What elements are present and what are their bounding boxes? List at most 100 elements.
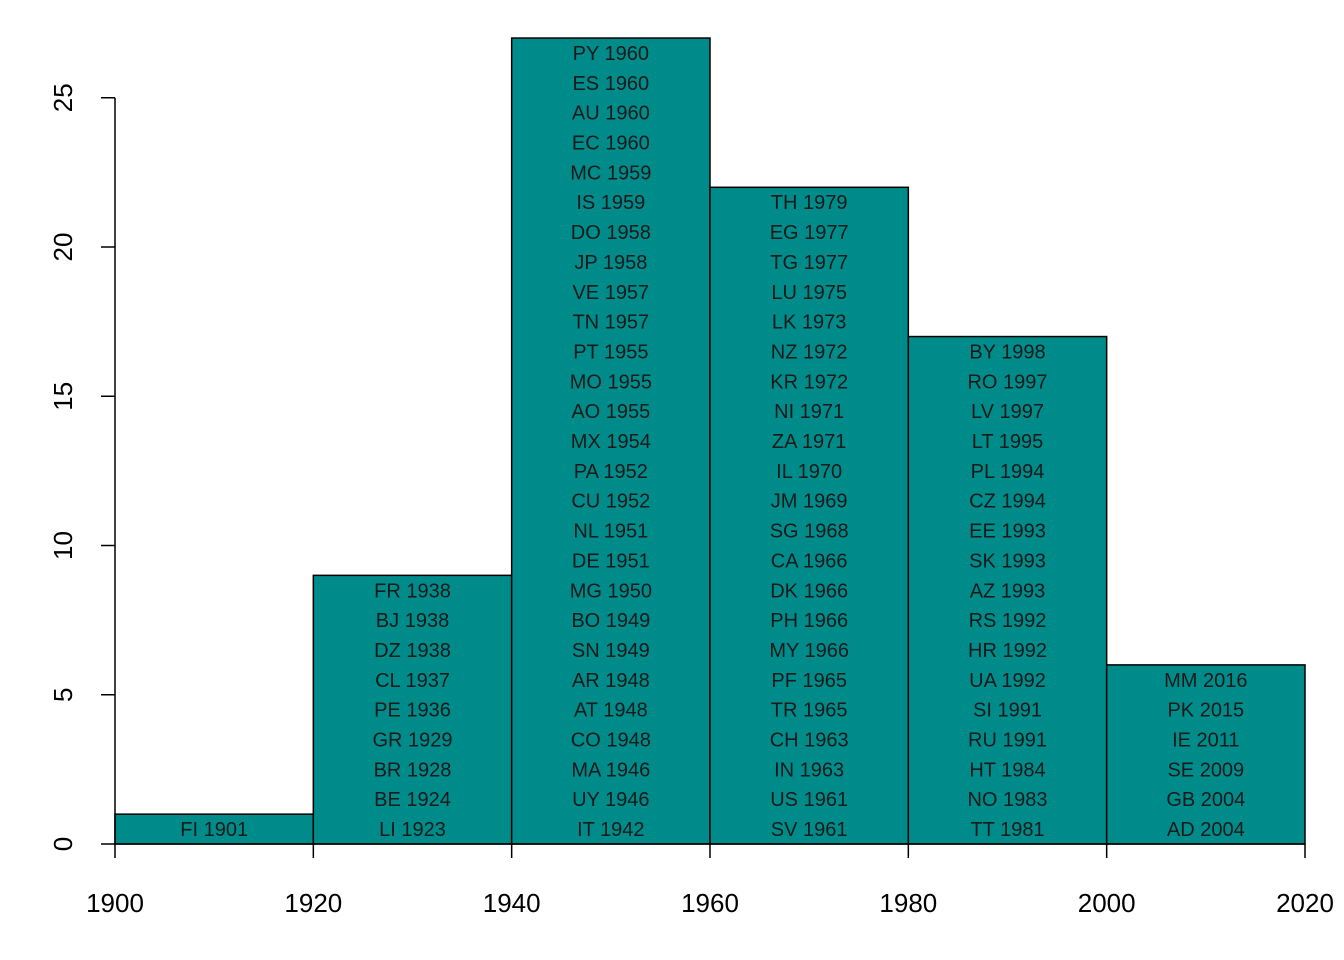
bar-label-item: MC 1959	[570, 162, 651, 184]
x-tick-label: 1980	[879, 888, 937, 918]
bar-label-item: FR 1938	[374, 580, 451, 602]
bar-label-item: PA 1952	[574, 461, 648, 483]
bar-label-item: MX 1954	[571, 431, 651, 453]
bar-label-item: LV 1997	[971, 401, 1044, 423]
bar-label-item: CZ 1994	[969, 491, 1046, 513]
bar-label-item: BY 1998	[969, 341, 1045, 363]
bar-2000	[1105, 664, 1306, 845]
bar-label-item: MY 1966	[769, 640, 849, 662]
bar-label-item: NL 1951	[573, 521, 648, 543]
bar-label-item: GB 2004	[1166, 789, 1245, 811]
bar-label-item: LI 1923	[379, 819, 446, 841]
bar-label-item: PH 1966	[770, 610, 848, 632]
bar-label-item: NZ 1972	[771, 341, 848, 363]
bar-label-item: CO 1948	[571, 730, 651, 752]
bar-label-item: ZA 1971	[772, 431, 847, 453]
bar-1940	[510, 37, 711, 845]
x-axis: 1900 1920 1940 1960 1980 2000 2020	[86, 843, 1334, 918]
bar-label-item: ES 1960	[572, 73, 649, 95]
bar-label-item: CA 1966	[771, 550, 848, 572]
bar-label-item: TT 1981	[970, 819, 1044, 841]
bar-label-item: AO 1955	[571, 401, 650, 423]
bar-label-item: PF 1965	[771, 670, 847, 692]
y-tick-label: 0	[48, 837, 78, 851]
y-tick-label: 25	[48, 83, 78, 112]
bar-label-item: JM 1969	[771, 491, 848, 513]
bar-label-item: LT 1995	[972, 431, 1044, 453]
bar-label-item: UA 1992	[969, 670, 1046, 692]
bar-label-item: SE 2009	[1167, 759, 1244, 781]
bar-label-item: IL 1970	[776, 461, 842, 483]
bar-label-item: BJ 1938	[376, 610, 449, 632]
y-tick-label: 10	[48, 531, 78, 560]
bar-label-item: PL 1994	[971, 461, 1045, 483]
bar-label-item: MA 1946	[571, 759, 650, 781]
bar-label-item: LU 1975	[771, 282, 847, 304]
bars-layer	[114, 37, 1306, 845]
bar-label-item: SV 1961	[771, 819, 848, 841]
bar-label-item: NO 1983	[967, 789, 1047, 811]
x-tick-label: 1940	[483, 888, 541, 918]
bar-label-item: PY 1960	[573, 43, 649, 65]
bar-label-item: PE 1936	[374, 700, 451, 722]
bar-label-item: SI 1991	[973, 700, 1042, 722]
bar-label-item: EE 1993	[969, 521, 1046, 543]
x-tick-label: 1900	[86, 888, 144, 918]
bar-label-item: NI 1971	[774, 401, 844, 423]
bar-label-item: EG 1977	[770, 222, 849, 244]
x-tick-label: 2000	[1078, 888, 1136, 918]
bar-label-item: DE 1951	[572, 550, 650, 572]
bar-label-item: US 1961	[770, 789, 848, 811]
bar-label-item: KR 1972	[770, 371, 848, 393]
bar-label-item: SK 1993	[969, 550, 1046, 572]
bar-label-item: IT 1942	[577, 819, 644, 841]
bar-labels-layer: FI 1901 LI 1923 BE 1924 BR 1928 GR 1929 PE 19…	[180, 43, 1247, 841]
bar-label-item: HT 1984	[969, 759, 1045, 781]
bar-label-item: EC 1960	[572, 133, 650, 155]
y-tick-label: 15	[48, 382, 78, 411]
bar-label-item: HR 1992	[968, 640, 1047, 662]
bar-label-item: SG 1968	[770, 521, 849, 543]
bar-label-item: BO 1949	[571, 610, 650, 632]
bar-label-item: BR 1928	[374, 759, 452, 781]
bar-label-item: MM 2016	[1164, 670, 1247, 692]
bar-label-item: BE 1924	[374, 789, 451, 811]
bar-label-item: TH 1979	[771, 192, 848, 214]
bar-label-item: IN 1963	[774, 759, 844, 781]
bar-label-item: MG 1950	[570, 580, 652, 602]
y-tick-label: 20	[48, 233, 78, 262]
bar-label-item: DZ 1938	[374, 640, 451, 662]
bar-label-item: CH 1963	[770, 730, 849, 752]
bar-label-item: JP 1958	[574, 252, 647, 274]
bar-label-item: AR 1948	[572, 670, 650, 692]
bar-label-item: MO 1955	[570, 371, 652, 393]
bar-label-item: DK 1966	[770, 580, 848, 602]
bar-label-item: CU 1952	[571, 491, 650, 513]
bar-label-item: PK 2015	[1167, 700, 1244, 722]
x-tick-label: 2020	[1276, 888, 1334, 918]
x-tick-label: 1960	[681, 888, 739, 918]
bar-label-item: UY 1946	[572, 789, 649, 811]
bar-label-item: IS 1959	[576, 192, 645, 214]
bar-label-item: PT 1955	[573, 341, 648, 363]
bar-label-item: GR 1929	[372, 730, 452, 752]
bar-1920	[312, 574, 513, 845]
bar-label-item: AZ 1993	[970, 580, 1046, 602]
bar-label-item: LK 1973	[772, 312, 847, 334]
bar-label-item: AT 1948	[574, 700, 648, 722]
bar-1980	[907, 335, 1108, 845]
bar-label-item: TN 1957	[572, 312, 649, 334]
bar-1960	[709, 186, 910, 845]
bar-label-item: AU 1960	[572, 103, 650, 125]
bar-label-item: TR 1965	[771, 700, 848, 722]
bar-label-item: RO 1997	[967, 371, 1047, 393]
bar-label-item: TG 1977	[770, 252, 848, 274]
bar-label-item: RU 1991	[968, 730, 1047, 752]
bar-label-item: DO 1958	[571, 222, 651, 244]
bar-label-item: CL 1937	[375, 670, 450, 692]
bar-label-item: SN 1949	[572, 640, 650, 662]
bar-label-item: IE 2011	[1172, 730, 1239, 752]
bar-label-item: FI 1901	[180, 819, 248, 841]
bar-label-item: AD 2004	[1167, 819, 1245, 841]
